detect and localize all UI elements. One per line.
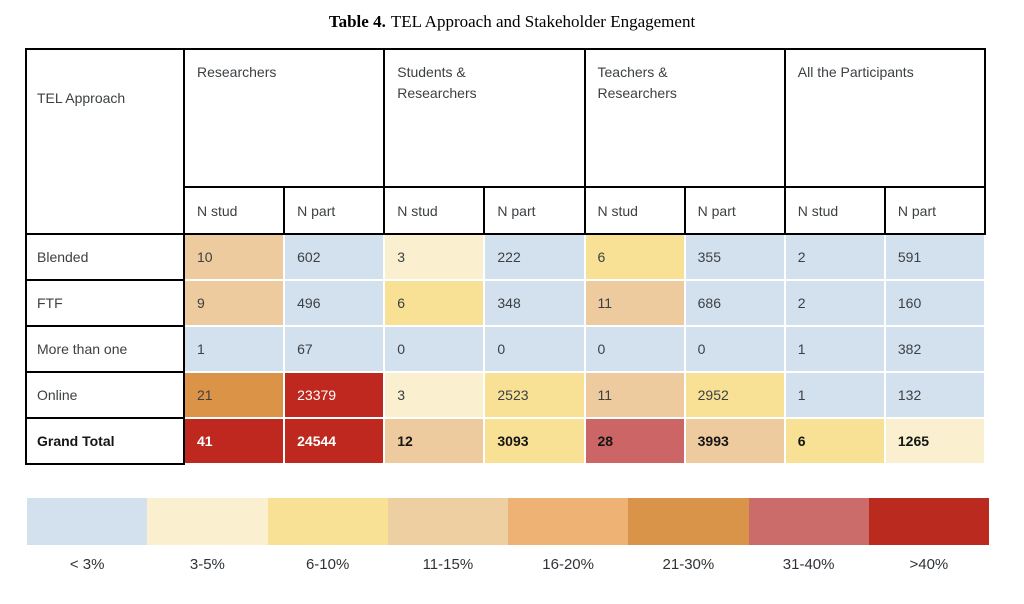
value-cell: 41 — [182, 417, 286, 465]
legend-swatch — [267, 498, 388, 545]
value-cell: 0 — [583, 325, 686, 373]
table-title-text: TEL Approach and Stakeholder Engagement — [390, 12, 696, 31]
value-cell: 348 — [483, 279, 586, 327]
subheader-cell: N stud — [182, 186, 286, 235]
page-title: Table 4. TEL Approach and Stakeholder Eng… — [0, 12, 1024, 32]
legend-label: 6-10% — [305, 556, 350, 573]
legend-swatch — [748, 498, 869, 545]
legend-swatch — [27, 498, 148, 545]
value-cell: 132 — [883, 371, 987, 419]
column-group-teachers-researchers: Teachers & Researchers — [583, 48, 786, 188]
value-cell: 23379 — [283, 371, 386, 419]
row-label-more-than-one: More than one — [25, 325, 185, 373]
subheader-cell: N stud — [583, 186, 686, 235]
value-cell: 28 — [583, 417, 686, 465]
value-cell: 24544 — [283, 417, 386, 465]
subheader-cell: N stud — [383, 186, 486, 235]
legend-swatch — [147, 498, 268, 545]
subheader-cell: N part — [683, 186, 786, 235]
value-cell: 3093 — [483, 417, 586, 465]
value-cell: 6 — [783, 417, 886, 465]
legend-swatch — [628, 498, 749, 545]
row-label-ftf: FTF — [25, 279, 185, 327]
value-cell: 12 — [383, 417, 486, 465]
corner-header: TEL Approach — [25, 48, 185, 235]
value-cell: 2 — [783, 233, 886, 281]
value-cell: 2 — [783, 279, 886, 327]
table-number-label: Table 4. — [328, 12, 386, 31]
value-cell: 222 — [483, 233, 586, 281]
value-cell: 686 — [683, 279, 786, 327]
color-legend: < 3% 3-5% 6-10% 11-15% 16-20% 21-30% 31-… — [27, 498, 989, 573]
legend-label: 3-5% — [189, 556, 225, 573]
legend-swatch — [508, 498, 629, 545]
legend-label: 31-40% — [782, 556, 835, 573]
legend-label: >40% — [909, 556, 949, 573]
value-cell: 496 — [283, 279, 386, 327]
column-group-researchers: Researchers — [182, 48, 386, 188]
value-cell: 0 — [383, 325, 486, 373]
value-cell: 6 — [383, 279, 486, 327]
value-cell: 0 — [683, 325, 786, 373]
value-cell: 355 — [683, 233, 786, 281]
column-group-all-participants: All the Participants — [783, 48, 987, 188]
legend-label: < 3% — [69, 556, 105, 573]
value-cell: 21 — [182, 371, 286, 419]
value-cell: 1 — [182, 325, 286, 373]
row-label-grand-total: Grand Total — [25, 417, 185, 465]
subheader-cell: N stud — [783, 186, 886, 235]
legend-color-bar — [27, 498, 989, 545]
value-cell: 160 — [883, 279, 987, 327]
value-cell: 11 — [583, 371, 686, 419]
value-cell: 1 — [783, 371, 886, 419]
legend-label: 21-30% — [662, 556, 715, 573]
value-cell: 2523 — [483, 371, 586, 419]
value-cell: 591 — [883, 233, 987, 281]
heatmap-table: TEL Approach Researchers Students & Rese… — [25, 48, 987, 465]
value-cell: 67 — [283, 325, 386, 373]
subheader-cell: N part — [483, 186, 586, 235]
value-cell: 0 — [483, 325, 586, 373]
value-cell: 3 — [383, 371, 486, 419]
value-cell: 1 — [783, 325, 886, 373]
value-cell: 602 — [283, 233, 386, 281]
subheader-cell: N part — [283, 186, 386, 235]
subheader-cell: N part — [883, 186, 987, 235]
value-cell: 382 — [883, 325, 987, 373]
legend-label: 16-20% — [542, 556, 594, 573]
value-cell: 11 — [583, 279, 686, 327]
legend-swatch — [868, 498, 989, 545]
value-cell: 2952 — [683, 371, 786, 419]
row-label-blended: Blended — [25, 233, 185, 281]
column-group-students-researchers: Students & Researchers — [383, 48, 586, 188]
value-cell: 9 — [182, 279, 286, 327]
legend-label: 11-15% — [422, 556, 474, 573]
row-label-online: Online — [25, 371, 185, 419]
value-cell: 3993 — [683, 417, 786, 465]
value-cell: 1265 — [883, 417, 987, 465]
legend-label-row: < 3% 3-5% 6-10% 11-15% 16-20% 21-30% 31-… — [27, 556, 989, 573]
legend-swatch — [387, 498, 508, 545]
value-cell: 10 — [182, 233, 286, 281]
value-cell: 6 — [583, 233, 686, 281]
value-cell: 3 — [383, 233, 486, 281]
